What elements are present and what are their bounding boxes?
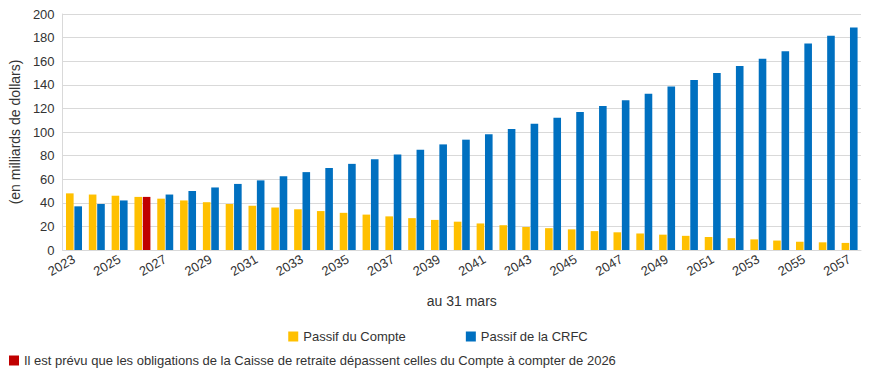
- svg-text:40: 40: [40, 195, 54, 210]
- svg-text:2053: 2053: [730, 252, 763, 279]
- svg-text:2051: 2051: [684, 252, 717, 279]
- svg-text:2057: 2057: [821, 252, 854, 279]
- svg-text:100: 100: [33, 125, 55, 140]
- svg-text:2023: 2023: [45, 252, 78, 279]
- svg-text:2027: 2027: [136, 252, 169, 279]
- svg-text:2043: 2043: [501, 252, 534, 279]
- svg-text:140: 140: [33, 77, 55, 92]
- svg-text:2049: 2049: [638, 252, 671, 279]
- svg-text:2041: 2041: [456, 252, 489, 279]
- svg-text:2029: 2029: [182, 252, 215, 279]
- svg-text:Passif du Compte: Passif du Compte: [303, 329, 406, 344]
- svg-text:0: 0: [47, 243, 54, 258]
- svg-text:2035: 2035: [319, 252, 352, 279]
- svg-text:Passif de la CRFC: Passif de la CRFC: [481, 329, 588, 344]
- svg-text:2031: 2031: [228, 252, 261, 279]
- svg-text:2025: 2025: [91, 252, 124, 279]
- svg-text:au 31 mars: au 31 mars: [427, 293, 497, 309]
- svg-text:(en milliards de dollars): (en milliards de dollars): [7, 60, 23, 205]
- svg-text:2037: 2037: [365, 252, 398, 279]
- svg-text:2039: 2039: [410, 252, 443, 279]
- svg-text:2045: 2045: [547, 252, 580, 279]
- svg-text:Il est prévu que les obligatio: Il est prévu que les obligations de la C…: [24, 353, 616, 368]
- svg-text:2055: 2055: [775, 252, 808, 279]
- svg-text:2033: 2033: [273, 252, 306, 279]
- svg-text:20: 20: [40, 219, 54, 234]
- svg-text:200: 200: [33, 7, 55, 22]
- svg-text:180: 180: [33, 30, 55, 45]
- svg-text:2047: 2047: [593, 252, 626, 279]
- svg-text:60: 60: [40, 172, 54, 187]
- svg-text:160: 160: [33, 54, 55, 69]
- svg-text:120: 120: [33, 101, 55, 116]
- svg-text:80: 80: [40, 148, 54, 163]
